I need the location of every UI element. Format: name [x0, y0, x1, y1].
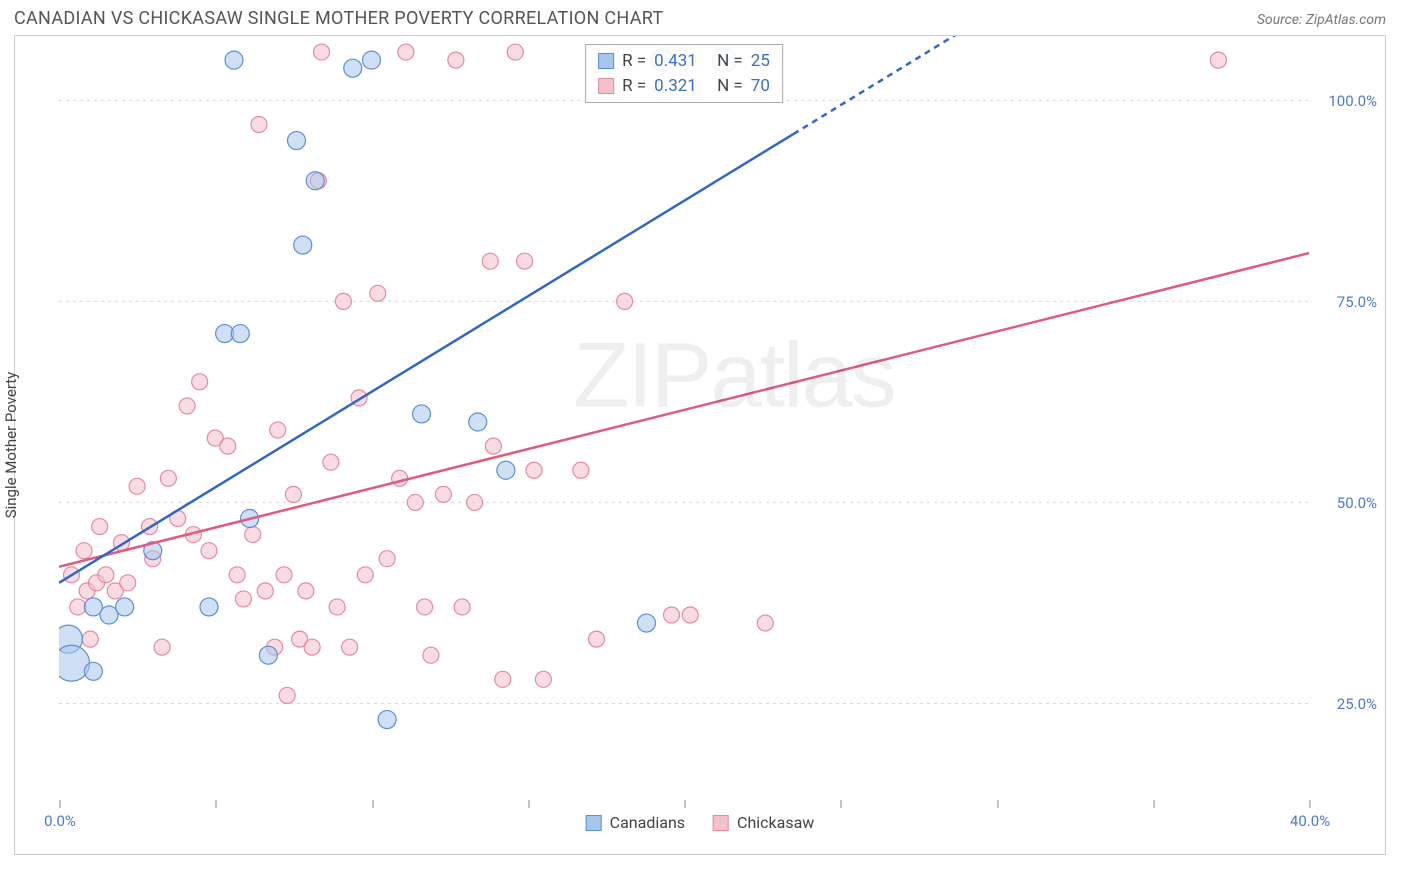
chart-container: Single Mother Poverty ZIPatlas R = 0.431… [14, 35, 1386, 855]
x-tick-mark [216, 800, 217, 808]
legend-item-label: Canadians [610, 813, 685, 832]
legend-n-value: 25 [751, 49, 770, 74]
legend-swatch [586, 815, 602, 831]
x-tick-mark [528, 800, 529, 808]
legend-r-value: 0.321 [654, 74, 697, 99]
legend-item: Chickasaw [713, 813, 814, 832]
chart-title: CANADIAN VS CHICKASAW SINGLE MOTHER POVE… [14, 8, 663, 29]
legend-r-label: R = [622, 74, 646, 99]
x-tick-mark [372, 800, 373, 808]
x-tick-mark [60, 800, 61, 808]
legend-item-label: Chickasaw [737, 813, 814, 832]
legend-item: Canadians [586, 813, 685, 832]
x-tick-mark [1153, 800, 1154, 808]
legend-n-value: 70 [751, 74, 770, 99]
y-axis-label: Single Mother Poverty [2, 372, 20, 519]
legend-swatch [713, 815, 729, 831]
legend-n-label: N = [717, 74, 743, 99]
legend-swatch [598, 78, 614, 94]
legend-swatch [598, 53, 614, 69]
x-tick-label: 0.0% [44, 812, 76, 830]
y-tick-label: 75.0% [1337, 293, 1377, 311]
correlation-legend: R = 0.431 N = 25 R = 0.321 N = 70 [585, 44, 783, 103]
series-legend: Canadians Chickasaw [586, 813, 815, 832]
legend-r-label: R = [622, 49, 646, 74]
scatter-plot-svg [59, 36, 1309, 808]
legend-row: R = 0.431 N = 25 [598, 49, 770, 74]
x-tick-mark [841, 800, 842, 808]
plot-area: ZIPatlas R = 0.431 N = 25 R = 0.321 N = … [59, 36, 1309, 808]
y-tick-label: 50.0% [1337, 494, 1377, 512]
legend-n-label: N = [717, 49, 743, 74]
source-label: Source: ZipAtlas.com [1257, 12, 1386, 28]
x-tick-mark [997, 800, 998, 808]
x-tick-mark [1310, 800, 1311, 808]
legend-r-value: 0.431 [654, 49, 697, 74]
y-tick-label: 100.0% [1328, 92, 1377, 110]
legend-row: R = 0.321 N = 70 [598, 74, 770, 99]
y-tick-label: 25.0% [1337, 695, 1377, 713]
title-bar: CANADIAN VS CHICKASAW SINGLE MOTHER POVE… [0, 0, 1406, 33]
x-tick-label: 40.0% [1290, 812, 1330, 830]
x-tick-mark [685, 800, 686, 808]
